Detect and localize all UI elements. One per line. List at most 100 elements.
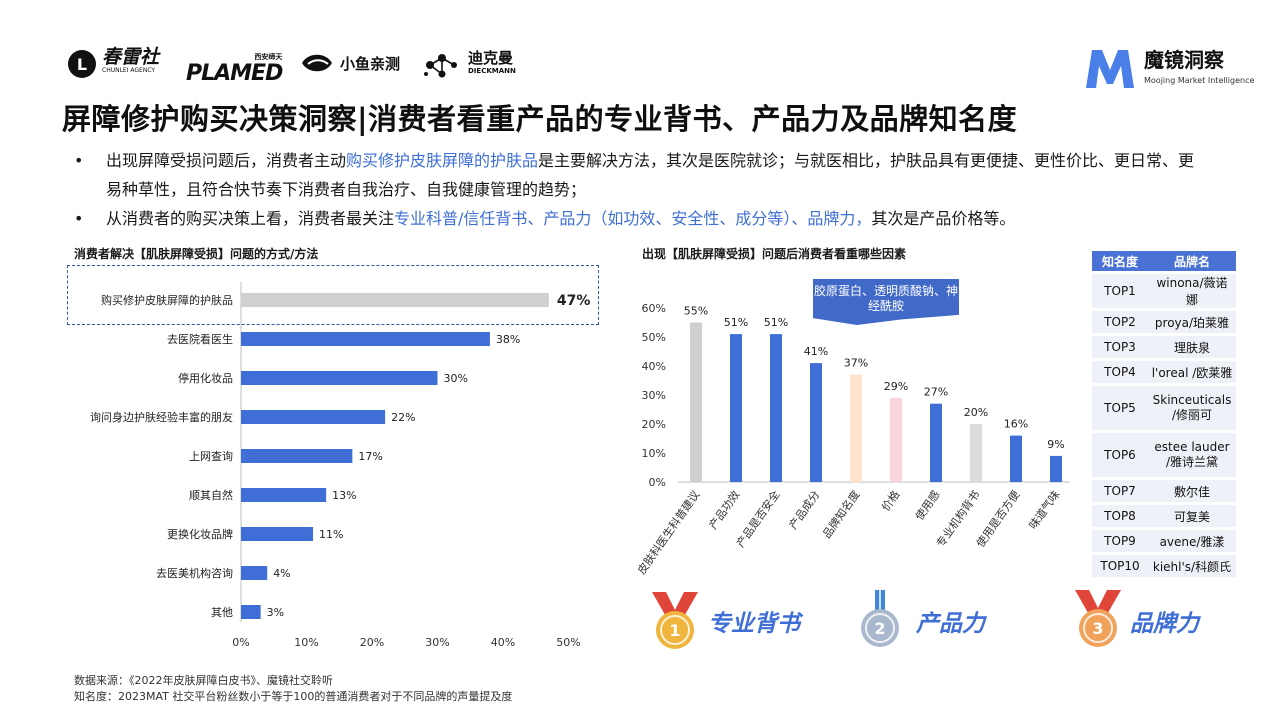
hbar-value-label: 4% — [273, 567, 290, 580]
brand-cell: kiehl's/科颜氏 — [1148, 554, 1236, 577]
hbar-chart: 购买修护皮肤屏障的护肤品 47% 去医院看医生 38% 停用化妆品 30% 询问身边护肤经验… — [90, 282, 591, 649]
gold-medal-icon: 1 — [652, 592, 698, 649]
vbar-y-tick-label: 40% — [642, 360, 666, 373]
hbar-chart-title: 消费者解决【肌肤屏障受损】问题的方式/方法 — [74, 247, 319, 261]
chunlei-name: 春雷社 — [102, 46, 160, 68]
vbar-category-label: 品牌知名度 — [819, 488, 862, 541]
chunlei-sub: CHUNLEI AGENCY — [102, 67, 156, 74]
hbar-x-tick-label: 0% — [232, 636, 249, 649]
vbar-category-label: 味道气味 — [1026, 488, 1063, 532]
bullet-1: 出现屏障受损问题后，消费者主动购买修护皮肤屏障的护肤品是主要解决方法，其次是医院… — [74, 146, 1204, 204]
vbar-value-label: 37% — [844, 357, 868, 370]
vbar-y-tick-label: 30% — [642, 389, 666, 402]
vbar-y-tick-label: 10% — [642, 447, 666, 460]
brand-sub: Moojing Market Intelligence — [1144, 76, 1255, 85]
medal-1-label: 专业背书 — [708, 611, 800, 637]
vbar-category-label: 使用感 — [913, 488, 943, 522]
brand-cell: 敷尔佳 — [1148, 479, 1236, 502]
bullet-list: 出现屏障受损问题后，消费者主动购买修护皮肤屏障的护肤品是主要解决方法，其次是医院… — [74, 146, 1204, 233]
rank-cell: TOP6 — [1092, 432, 1148, 477]
vbar-y-tick-label: 60% — [642, 302, 666, 315]
vbar-bar — [770, 334, 782, 482]
hbar-category-label: 其他 — [211, 606, 233, 619]
table-row: TOP8 可复美 — [1092, 504, 1236, 527]
table-row: TOP10 kiehl's/科颜氏 — [1092, 554, 1236, 577]
rank-cell: TOP8 — [1092, 504, 1148, 527]
hbar-bar — [241, 293, 549, 307]
vbar-bar — [930, 403, 942, 482]
vbar-bar — [970, 424, 982, 482]
plamed-sub: 西安缔天 — [254, 53, 283, 61]
table-row: TOP5 Skinceuticals /修丽可 — [1092, 385, 1236, 430]
hbar-bar — [241, 527, 314, 541]
rank-cell: TOP9 — [1092, 529, 1148, 552]
bullet-2: 从消费者的购买决策上看，消费者最关注专业科普/信任背书、产品力（如功效、安全性、… — [74, 204, 1204, 233]
bullet-2-pre: 从消费者的购买决策上看，消费者最关注 — [106, 209, 395, 228]
footnote-note: 知名度：2023MAT 社交平台粉丝数小于等于100的普通消费者对于不同品牌的声… — [74, 690, 513, 703]
vbar-y-tick-label: 20% — [642, 418, 666, 431]
bullet-2-post: 其次是产品价格等。 — [871, 209, 1016, 228]
hbar-category-label: 顺其自然 — [189, 488, 233, 502]
hbar-x-tick-label: 50% — [556, 636, 580, 649]
hbar-value-label: 22% — [391, 411, 415, 424]
hbar-x-tick-label: 20% — [360, 636, 384, 649]
bullet-1-pre: 出现屏障受损问题后，消费者主动 — [106, 151, 347, 170]
hbar-x-tick-label: 40% — [491, 636, 515, 649]
brand-table: 知名度 品牌名 TOP1 winona/薇诺娜 TOP2 proya/珀莱雅 TOP… — [1092, 249, 1236, 579]
vbar-value-label: 20% — [964, 406, 988, 419]
brand-cell: winona/薇诺娜 — [1148, 273, 1236, 308]
dieckmann-sub: DIECKMANN — [468, 67, 516, 75]
vbar-value-label: 9% — [1047, 438, 1064, 451]
brand-name: 魔镜洞察 — [1144, 48, 1224, 72]
medal-2-label: 产品力 — [916, 611, 985, 637]
vbar-category-label: 皮肤科医生科普建议 — [634, 488, 702, 577]
vbar-category-label: 价格 — [878, 488, 902, 514]
fish-icon — [302, 54, 332, 72]
hbar-value-label: 47% — [557, 293, 591, 309]
rank-cell: TOP10 — [1092, 554, 1148, 577]
brand-cell: Skinceuticals /修丽可 — [1148, 385, 1236, 430]
rank-cell: TOP4 — [1092, 360, 1148, 383]
hbar-value-label: 17% — [358, 450, 382, 463]
table-row: TOP7 敷尔佳 — [1092, 479, 1236, 502]
vbar-value-label: 16% — [1004, 418, 1028, 431]
brand-table-header: 知名度 品牌名 — [1092, 251, 1236, 271]
bullet-1-highlight: 购买修护皮肤屏障的护肤品 — [346, 151, 539, 170]
vbar-bar — [1050, 455, 1062, 482]
table-row: TOP3 理肤泉 — [1092, 335, 1236, 358]
medal-ring — [865, 613, 895, 643]
vbar-value-label: 41% — [804, 345, 828, 358]
bullet-1-post: 是主要解决方法，其次是医院就诊；与就医相比，护肤品具有更便捷、更性价比、更日常、… — [106, 151, 1195, 199]
hbar-x-tick-label: 30% — [425, 636, 449, 649]
header-rank: 知名度 — [1092, 251, 1148, 271]
brand-cell: estee lauder /雅诗兰黛 — [1148, 432, 1236, 477]
brand-cell: avene/雅漾 — [1148, 529, 1236, 552]
hbar-value-label: 30% — [444, 372, 468, 385]
rank-cell: TOP7 — [1092, 479, 1148, 502]
brand-cell: l'oreal /欧莱雅 — [1148, 360, 1236, 383]
medal-rank: 2 — [874, 619, 885, 638]
vbar-value-label: 51% — [764, 316, 788, 329]
brand-cell: 理肤泉 — [1148, 335, 1236, 358]
hbar-category-label: 上网查询 — [189, 449, 233, 463]
medal-ring — [660, 615, 690, 645]
moojing-logo: 魔镜洞察 Moojing Market Intelligence — [1082, 44, 1254, 92]
vbar-bar — [810, 363, 822, 482]
table-row: TOP2 proya/珀莱雅 — [1092, 310, 1236, 333]
rank-cell: TOP5 — [1092, 385, 1148, 430]
bronze-medal-icon: 3 — [1075, 590, 1121, 647]
rank-cell: TOP3 — [1092, 335, 1148, 358]
chunlei-mark-icon: L — [68, 50, 96, 78]
hbar-bar — [241, 566, 268, 580]
hbar-category-label: 更换化妆品牌 — [167, 527, 233, 541]
vbar-value-label: 29% — [884, 380, 908, 393]
hbar-bar — [241, 371, 438, 385]
hbar-bar — [241, 605, 261, 619]
vbar-y-tick-label: 0% — [649, 476, 666, 489]
vbar-value-label: 55% — [684, 305, 708, 318]
medal-rank: 3 — [1092, 619, 1103, 638]
dieckmann-logo: 迪克曼 DIECKMANN — [422, 50, 516, 80]
hbar-bar — [241, 332, 490, 346]
vbar-value-label: 51% — [724, 316, 748, 329]
xiaoyu-logo: 小鱼亲测 — [300, 50, 400, 76]
